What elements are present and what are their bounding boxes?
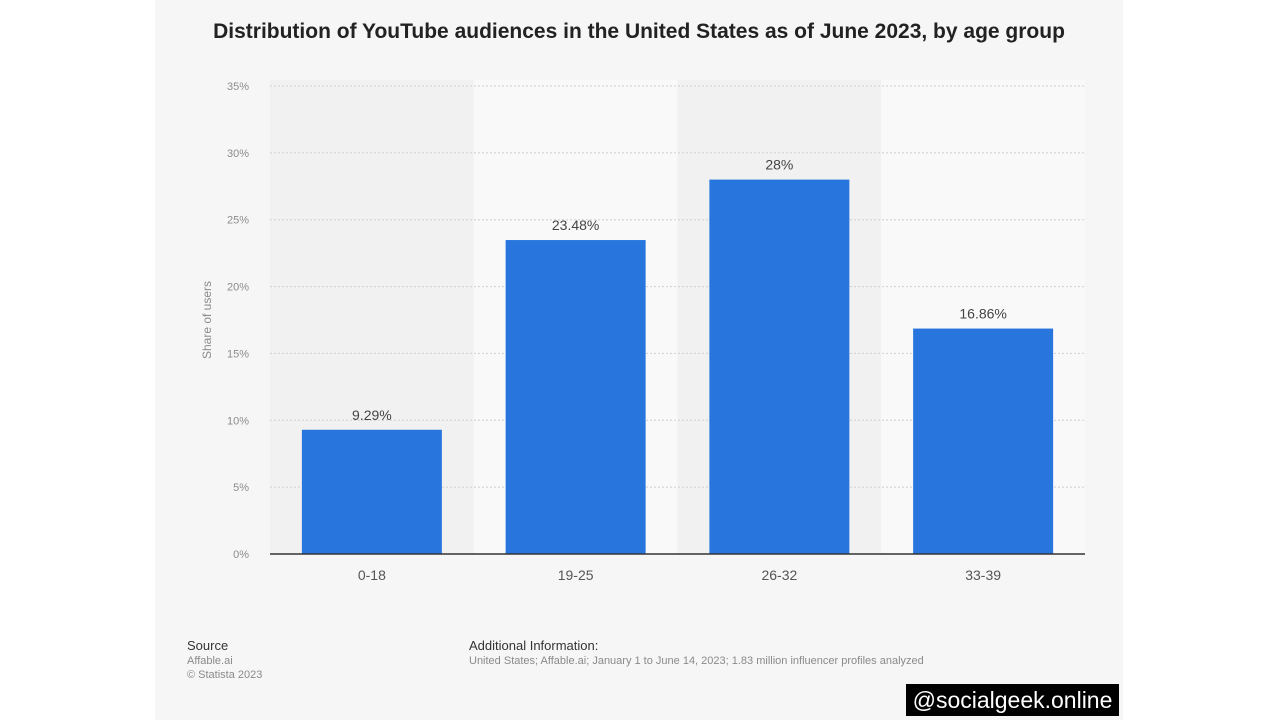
x-tick-label: 26-32 (761, 567, 797, 583)
source-heading: Source (187, 638, 229, 653)
y-axis-title: Share of users (200, 281, 214, 359)
x-tick-label: 19-25 (558, 567, 594, 583)
data-label: 9.29% (352, 407, 392, 423)
y-tick-label: 30% (227, 148, 249, 160)
copyright: © Statista 2023 (187, 669, 263, 681)
additional-info-heading: Additional Information: (469, 638, 599, 653)
watermark: @socialgeek.online (906, 684, 1119, 716)
x-tick-label: 33-39 (965, 567, 1001, 583)
data-label: 16.86% (959, 306, 1006, 322)
bar (301, 429, 442, 554)
data-label: 28% (765, 157, 793, 173)
bar (505, 240, 646, 554)
y-tick-label: 25% (227, 215, 249, 227)
chart-title: Distribution of YouTube audiences in the… (213, 20, 1065, 43)
data-label: 23.48% (552, 217, 599, 233)
y-tick-label: 35% (227, 81, 249, 93)
y-tick-label: 20% (227, 282, 249, 294)
source-name: Affable.ai (187, 655, 233, 667)
bar (913, 328, 1054, 554)
y-tick-label: 15% (227, 348, 249, 360)
y-tick-label: 5% (233, 482, 249, 494)
y-tick-label: 10% (227, 415, 249, 427)
y-tick-label: 0% (233, 549, 249, 561)
additional-info-text: United States; Affable.ai; January 1 to … (469, 655, 924, 667)
bar (709, 179, 850, 554)
x-tick-label: 0-18 (358, 567, 386, 583)
